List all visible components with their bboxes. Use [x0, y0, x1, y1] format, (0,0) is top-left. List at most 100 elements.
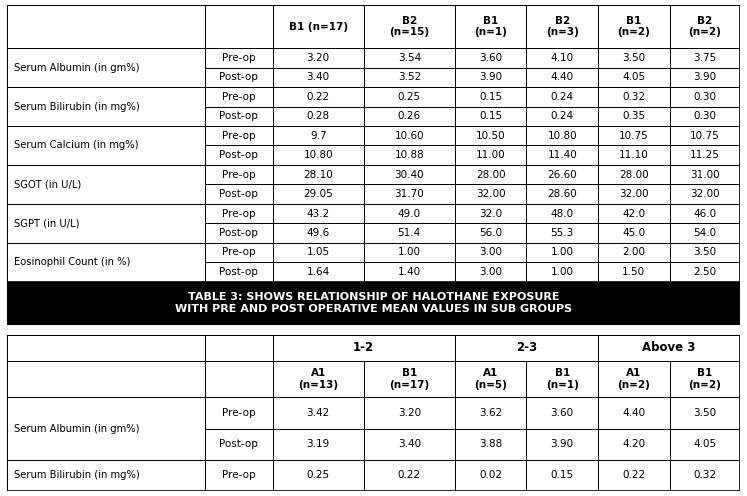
Text: 45.0: 45.0 [622, 228, 645, 238]
Text: 9.7: 9.7 [310, 131, 326, 141]
Bar [205, 165, 273, 185]
Bar [273, 223, 364, 243]
Bar [364, 107, 455, 126]
Bar [7, 335, 205, 361]
Bar [273, 262, 364, 282]
Text: Pre-op: Pre-op [222, 248, 255, 257]
Bar [455, 460, 527, 491]
Bar [364, 48, 455, 67]
Bar [669, 460, 740, 491]
Text: 3.90: 3.90 [479, 72, 502, 82]
Text: A1
(n=2): A1 (n=2) [617, 368, 650, 390]
Bar [669, 243, 740, 262]
Text: 3.00: 3.00 [479, 267, 502, 277]
Bar [455, 165, 527, 185]
Text: 4.40: 4.40 [622, 408, 645, 418]
Bar [364, 165, 455, 185]
Bar [598, 429, 669, 460]
Bar [205, 48, 273, 67]
Text: 42.0: 42.0 [622, 209, 645, 219]
Text: 11.40: 11.40 [548, 150, 577, 160]
Bar [364, 243, 455, 262]
Bar [527, 48, 598, 67]
Bar [669, 204, 740, 223]
Bar [598, 87, 669, 107]
Text: 30.40: 30.40 [394, 170, 424, 180]
Text: A1
(n=13): A1 (n=13) [298, 368, 338, 390]
Bar [598, 335, 740, 361]
Bar [455, 243, 527, 262]
Text: 0.30: 0.30 [693, 92, 716, 102]
Bar [273, 204, 364, 223]
Bar [455, 5, 527, 48]
Bar [205, 243, 273, 262]
Bar [364, 87, 455, 107]
Bar [273, 145, 364, 165]
Text: 29.05: 29.05 [303, 189, 333, 199]
Text: Serum Bilirubin (in mg%): Serum Bilirubin (in mg%) [14, 470, 140, 481]
Bar [455, 126, 527, 145]
Text: 3.50: 3.50 [693, 248, 716, 257]
Text: Pre-op: Pre-op [222, 131, 255, 141]
Text: 0.22: 0.22 [397, 470, 421, 481]
Text: 3.62: 3.62 [479, 408, 502, 418]
Text: 3.52: 3.52 [397, 72, 421, 82]
Bar [273, 460, 364, 491]
Bar [364, 185, 455, 204]
Text: 4.20: 4.20 [622, 439, 645, 449]
Bar [273, 429, 364, 460]
Text: 3.54: 3.54 [397, 53, 421, 63]
Text: 0.26: 0.26 [397, 111, 421, 121]
Bar [527, 460, 598, 491]
Bar [205, 429, 273, 460]
Text: 32.00: 32.00 [476, 189, 506, 199]
Text: B1
(n=17): B1 (n=17) [389, 368, 430, 390]
Text: Serum Albumin (in gm%): Serum Albumin (in gm%) [14, 424, 140, 434]
Bar [598, 223, 669, 243]
Bar [598, 5, 669, 48]
Bar [527, 87, 598, 107]
Bar [455, 87, 527, 107]
Bar [669, 48, 740, 67]
Text: 28.60: 28.60 [548, 189, 577, 199]
Bar [273, 107, 364, 126]
Text: 0.22: 0.22 [306, 92, 329, 102]
Bar [273, 48, 364, 67]
Text: 2-3: 2-3 [516, 341, 537, 354]
Bar [205, 204, 273, 223]
Bar [598, 185, 669, 204]
Text: B2
(n=15): B2 (n=15) [389, 16, 430, 37]
Bar [273, 335, 455, 361]
Bar [527, 67, 598, 87]
Text: B1 (n=17): B1 (n=17) [288, 21, 348, 32]
Text: Pre-op: Pre-op [222, 92, 255, 102]
Bar [273, 67, 364, 87]
Text: 0.32: 0.32 [693, 470, 716, 481]
Text: 4.40: 4.40 [551, 72, 574, 82]
Text: Pre-op: Pre-op [222, 470, 255, 481]
Text: 4.05: 4.05 [693, 439, 716, 449]
Bar [669, 429, 740, 460]
Text: 3.88: 3.88 [479, 439, 502, 449]
Text: 48.0: 48.0 [551, 209, 574, 219]
Text: 28.10: 28.10 [303, 170, 333, 180]
Bar [205, 460, 273, 491]
Bar [7, 361, 205, 397]
Text: 3.20: 3.20 [397, 408, 421, 418]
Bar [273, 87, 364, 107]
Text: 3.75: 3.75 [693, 53, 716, 63]
Bar [205, 67, 273, 87]
Text: 0.15: 0.15 [479, 111, 502, 121]
Text: Post-op: Post-op [220, 150, 258, 160]
Bar [205, 87, 273, 107]
Text: 51.4: 51.4 [397, 228, 421, 238]
Text: 43.2: 43.2 [306, 209, 330, 219]
Text: TABLE 3: SHOWS RELATIONSHIP OF HALOTHANE EXPOSURE
WITH PRE AND POST OPERATIVE ME: TABLE 3: SHOWS RELATIONSHIP OF HALOTHANE… [175, 293, 572, 314]
Text: B1
(n=1): B1 (n=1) [546, 368, 579, 390]
Text: 3.40: 3.40 [397, 439, 421, 449]
Bar [527, 185, 598, 204]
Bar [7, 397, 205, 460]
Bar [364, 262, 455, 282]
Bar [669, 165, 740, 185]
Bar [669, 87, 740, 107]
